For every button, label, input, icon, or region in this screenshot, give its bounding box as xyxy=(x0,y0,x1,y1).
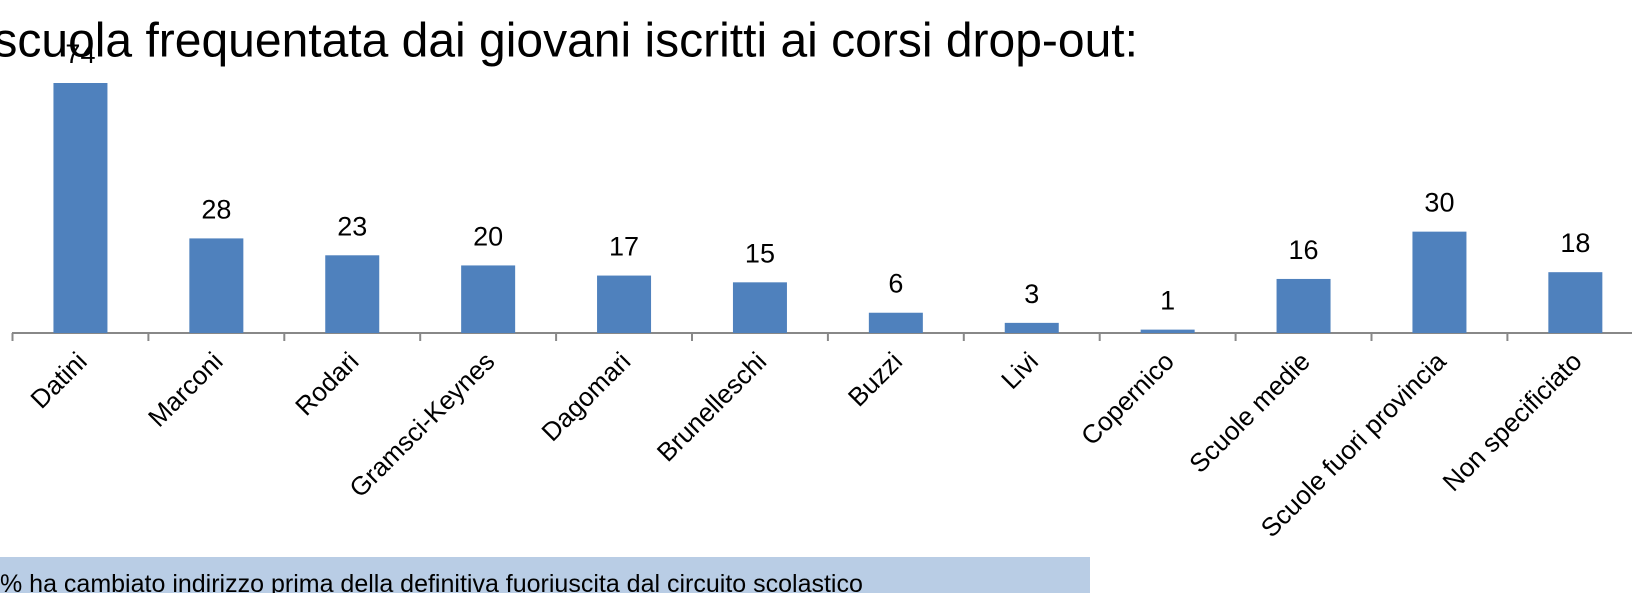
data-label: 30 xyxy=(1424,188,1454,218)
data-label: 20 xyxy=(473,221,503,251)
x-tick-label: Buzzi xyxy=(842,346,908,412)
x-tick-label: Dagomari xyxy=(535,346,636,447)
bar xyxy=(1140,329,1195,333)
bar xyxy=(461,265,516,333)
data-label: 28 xyxy=(201,194,231,224)
data-label: 17 xyxy=(609,232,639,262)
bar xyxy=(53,83,108,333)
bar xyxy=(1004,322,1059,333)
data-label: 16 xyxy=(1289,235,1319,265)
x-tick-label: Copernico xyxy=(1075,346,1180,451)
bar xyxy=(189,238,244,333)
bar xyxy=(1548,272,1603,333)
bar xyxy=(868,312,923,333)
data-label: 23 xyxy=(337,211,367,241)
x-tick-label: Rodari xyxy=(289,346,364,421)
bar xyxy=(732,282,787,333)
data-label: 1 xyxy=(1160,286,1175,316)
bar xyxy=(325,255,380,333)
x-tick-label: Brunelleschi xyxy=(651,346,772,467)
x-tick-label: Scuole medie xyxy=(1183,346,1316,479)
x-tick-label: Gramsci-Keynes xyxy=(343,346,500,503)
data-label: 3 xyxy=(1024,279,1039,309)
data-label: 15 xyxy=(745,238,775,268)
chart-title: Ultima scuola frequentata dai giovani is… xyxy=(0,15,1138,68)
data-label: 6 xyxy=(888,269,903,299)
data-label: 18 xyxy=(1560,228,1590,258)
x-tick-label: Datini xyxy=(24,346,92,414)
x-tick-label: Marconi xyxy=(142,346,229,433)
note: % ha cambiato indirizzo prima della defi… xyxy=(0,570,863,593)
note-box xyxy=(0,557,1090,593)
bar xyxy=(597,275,652,333)
bar xyxy=(1276,278,1331,333)
data-label: 74 xyxy=(65,39,95,69)
x-tick-label: Non specificiato xyxy=(1437,346,1588,497)
x-tick-label: Livi xyxy=(995,346,1044,395)
bar xyxy=(1412,231,1467,333)
